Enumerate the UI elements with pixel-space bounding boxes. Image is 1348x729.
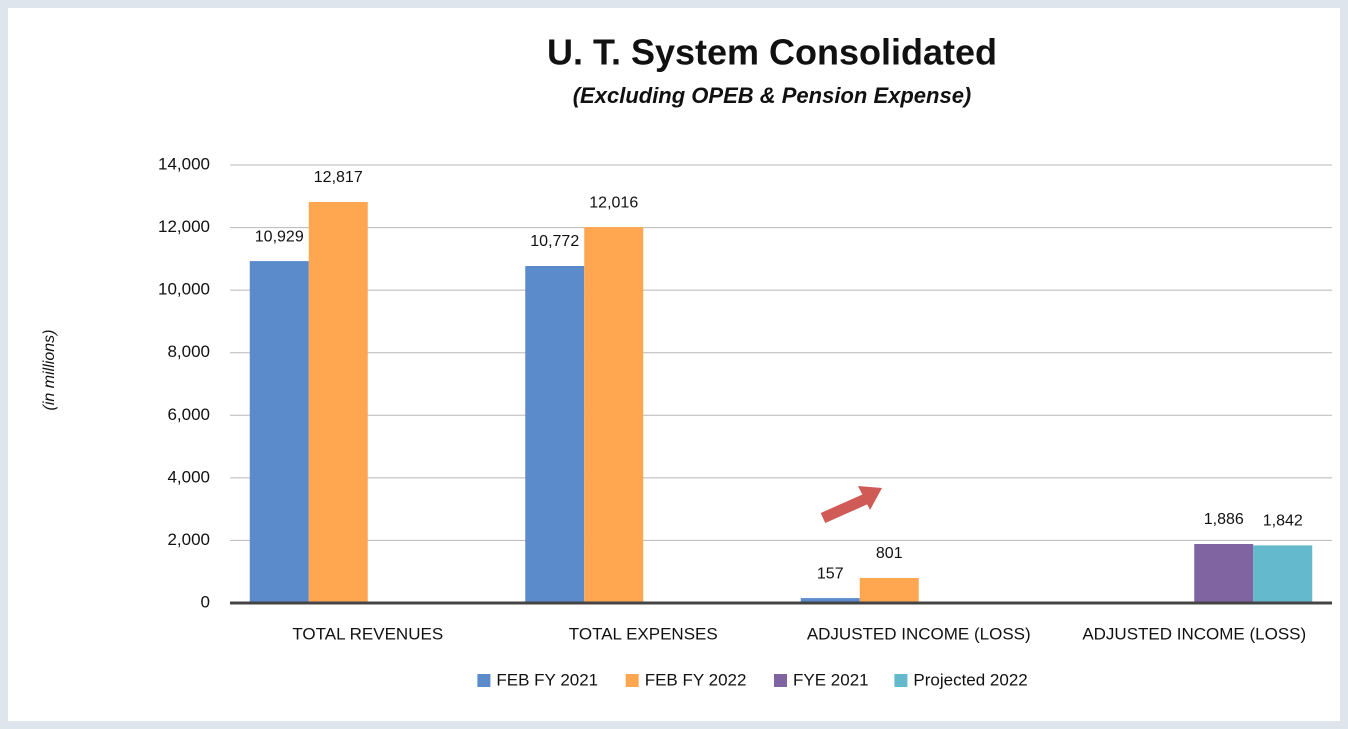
bar (584, 227, 644, 603)
bar (308, 202, 368, 604)
arrow-head (858, 486, 882, 510)
data-label: 1,886 (1204, 511, 1244, 528)
data-label: 12,817 (314, 169, 363, 186)
y-tick-label: 10,000 (158, 280, 210, 299)
chart-background (8, 8, 1340, 721)
data-label: 801 (876, 545, 903, 562)
bar (859, 577, 919, 603)
data-label: 12,016 (589, 194, 638, 211)
bar (1194, 543, 1254, 603)
legend-swatch (894, 674, 908, 687)
bar (800, 598, 860, 603)
x-tick-label: TOTAL EXPENSES (569, 624, 718, 643)
arrow-annotation (820, 486, 882, 524)
y-tick-label: 14,000 (158, 154, 210, 173)
bar (1253, 545, 1313, 603)
y-tick-label: 2,000 (167, 530, 210, 549)
legend-label: FEB FY 2021 (496, 670, 598, 689)
legend-label: FYE 2021 (793, 670, 869, 689)
y-axis-label: (in millions) (41, 330, 58, 411)
y-tick-label: 4,000 (167, 467, 210, 486)
y-tick-label: 8,000 (167, 342, 210, 361)
legend-swatch (477, 674, 491, 687)
chart-subtitle: (Excluding OPEB & Pension Expense) (573, 83, 972, 108)
y-tick-label: 12,000 (158, 217, 210, 236)
x-tick-label: ADJUSTED INCOME (LOSS) (807, 624, 1031, 643)
arrow-shaft (820, 492, 871, 524)
bar (249, 261, 309, 603)
data-label: 157 (817, 565, 844, 582)
data-label: 10,929 (255, 228, 304, 245)
legend-label: FEB FY 2022 (645, 670, 747, 689)
data-label: 1,842 (1263, 513, 1303, 530)
data-label: 10,772 (530, 233, 579, 250)
y-tick-label: 0 (201, 592, 210, 611)
x-tick-label: TOTAL REVENUES (292, 624, 443, 643)
chart-title: U. T. System Consolidated (547, 32, 997, 73)
legend-label: Projected 2022 (913, 670, 1027, 689)
y-tick-label: 6,000 (167, 405, 210, 424)
legend-swatch (625, 674, 639, 687)
bar (525, 265, 585, 603)
legend-swatch (774, 674, 787, 687)
x-tick-label: ADJUSTED INCOME (LOSS) (1082, 624, 1306, 643)
